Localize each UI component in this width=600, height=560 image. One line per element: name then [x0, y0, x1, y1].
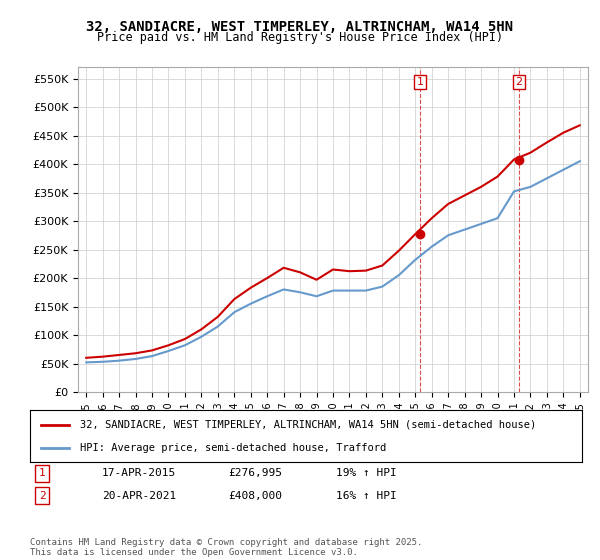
Text: 19% ↑ HPI: 19% ↑ HPI: [336, 468, 397, 478]
Text: 16% ↑ HPI: 16% ↑ HPI: [336, 491, 397, 501]
Text: 17-APR-2015: 17-APR-2015: [102, 468, 176, 478]
Text: 1: 1: [38, 468, 46, 478]
Text: 32, SANDIACRE, WEST TIMPERLEY, ALTRINCHAM, WA14 5HN (semi-detached house): 32, SANDIACRE, WEST TIMPERLEY, ALTRINCHA…: [80, 420, 536, 430]
Text: HPI: Average price, semi-detached house, Trafford: HPI: Average price, semi-detached house,…: [80, 442, 386, 452]
Text: Contains HM Land Registry data © Crown copyright and database right 2025.
This d: Contains HM Land Registry data © Crown c…: [30, 538, 422, 557]
Text: 32, SANDIACRE, WEST TIMPERLEY, ALTRINCHAM, WA14 5HN: 32, SANDIACRE, WEST TIMPERLEY, ALTRINCHA…: [86, 20, 514, 34]
Text: 2: 2: [515, 77, 523, 87]
Text: 2: 2: [38, 491, 46, 501]
Text: 20-APR-2021: 20-APR-2021: [102, 491, 176, 501]
Text: £276,995: £276,995: [228, 468, 282, 478]
Text: £408,000: £408,000: [228, 491, 282, 501]
Text: Price paid vs. HM Land Registry's House Price Index (HPI): Price paid vs. HM Land Registry's House …: [97, 31, 503, 44]
Text: 1: 1: [416, 77, 424, 87]
